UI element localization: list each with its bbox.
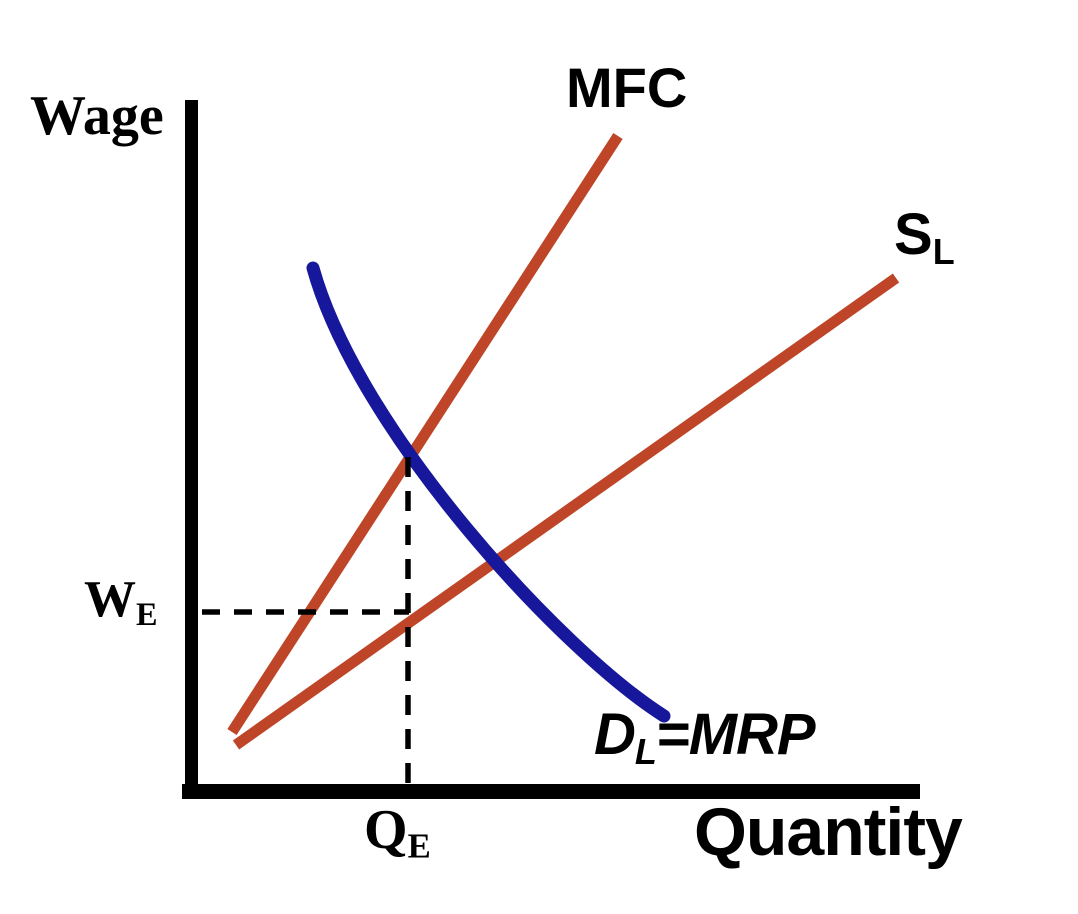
supply-curve-label: SL — [894, 206, 955, 270]
mfc-curve — [227, 133, 623, 735]
x-axis-title: Quantity — [694, 794, 963, 870]
labor-supply-curve — [232, 273, 900, 750]
equilibrium-quantity-label-main: Q — [364, 799, 408, 861]
supply-curve-label-main: S — [894, 202, 933, 267]
y-axis — [185, 100, 198, 797]
equilibrium-quantity-label: QE — [364, 802, 431, 864]
mfc-curve-label: MFC — [566, 56, 688, 119]
equilibrium-wage-label-subscript: E — [136, 596, 158, 633]
demand-curve-label-equals-mrp: =MRP — [655, 702, 816, 767]
demand-curve-label: DL=MRP — [594, 706, 816, 773]
equilibrium-quantity-label-subscript: E — [407, 826, 431, 866]
labor-demand-curve — [306, 261, 671, 723]
demand-curve-label-main: D — [594, 702, 636, 767]
demand-curve-label-subscript: L — [634, 731, 657, 773]
equilibrium-wage-label: WE — [84, 571, 158, 633]
x-axis — [182, 784, 920, 799]
equilibrium-wage-label-main: W — [84, 571, 136, 628]
y-axis-title: Wage — [30, 85, 164, 147]
supply-curve-label-subscript: L — [932, 231, 955, 273]
